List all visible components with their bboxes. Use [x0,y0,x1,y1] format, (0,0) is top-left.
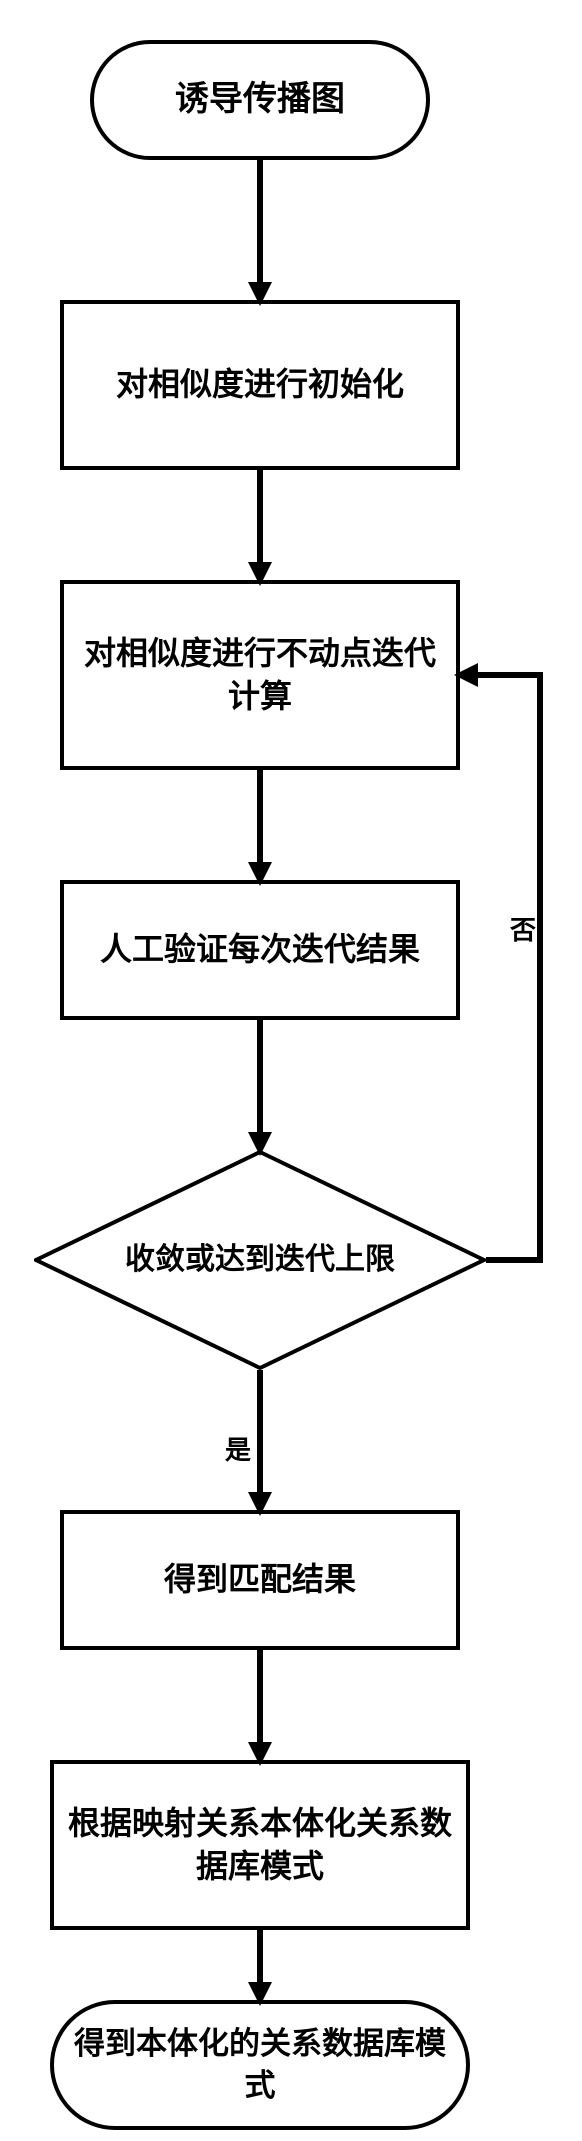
node-n7: 根据映射关系本体化关系数据库模式 [50,1760,470,1930]
flowchart: 诱导传播图对相似度进行初始化对相似度进行不动点迭代计算人工验证每次迭代结果收敛或… [0,0,582,2141]
node-n2: 对相似度进行初始化 [60,300,460,470]
node-label: 收敛或达到迭代上限 [34,1150,486,1370]
edge-label: 否 [510,910,536,947]
node-n6: 得到匹配结果 [60,1510,460,1650]
node-label: 对相似度进行不动点迭代计算 [64,632,456,718]
node-label: 得到本体化的关系数据库模式 [54,2023,466,2107]
node-label: 得到匹配结果 [150,1558,370,1601]
node-n5: 收敛或达到迭代上限 [34,1150,486,1370]
node-n4: 人工验证每次迭代结果 [60,880,460,1020]
node-label: 根据映射关系本体化关系数据库模式 [54,1802,466,1888]
node-n3: 对相似度进行不动点迭代计算 [60,580,460,770]
node-label: 人工验证每次迭代结果 [86,928,434,971]
edge-label: 是 [225,1430,251,1467]
node-label: 诱导传播图 [161,77,359,123]
node-label: 对相似度进行初始化 [102,363,418,406]
node-n1: 诱导传播图 [90,40,430,160]
node-n8: 得到本体化的关系数据库模式 [50,2000,470,2130]
